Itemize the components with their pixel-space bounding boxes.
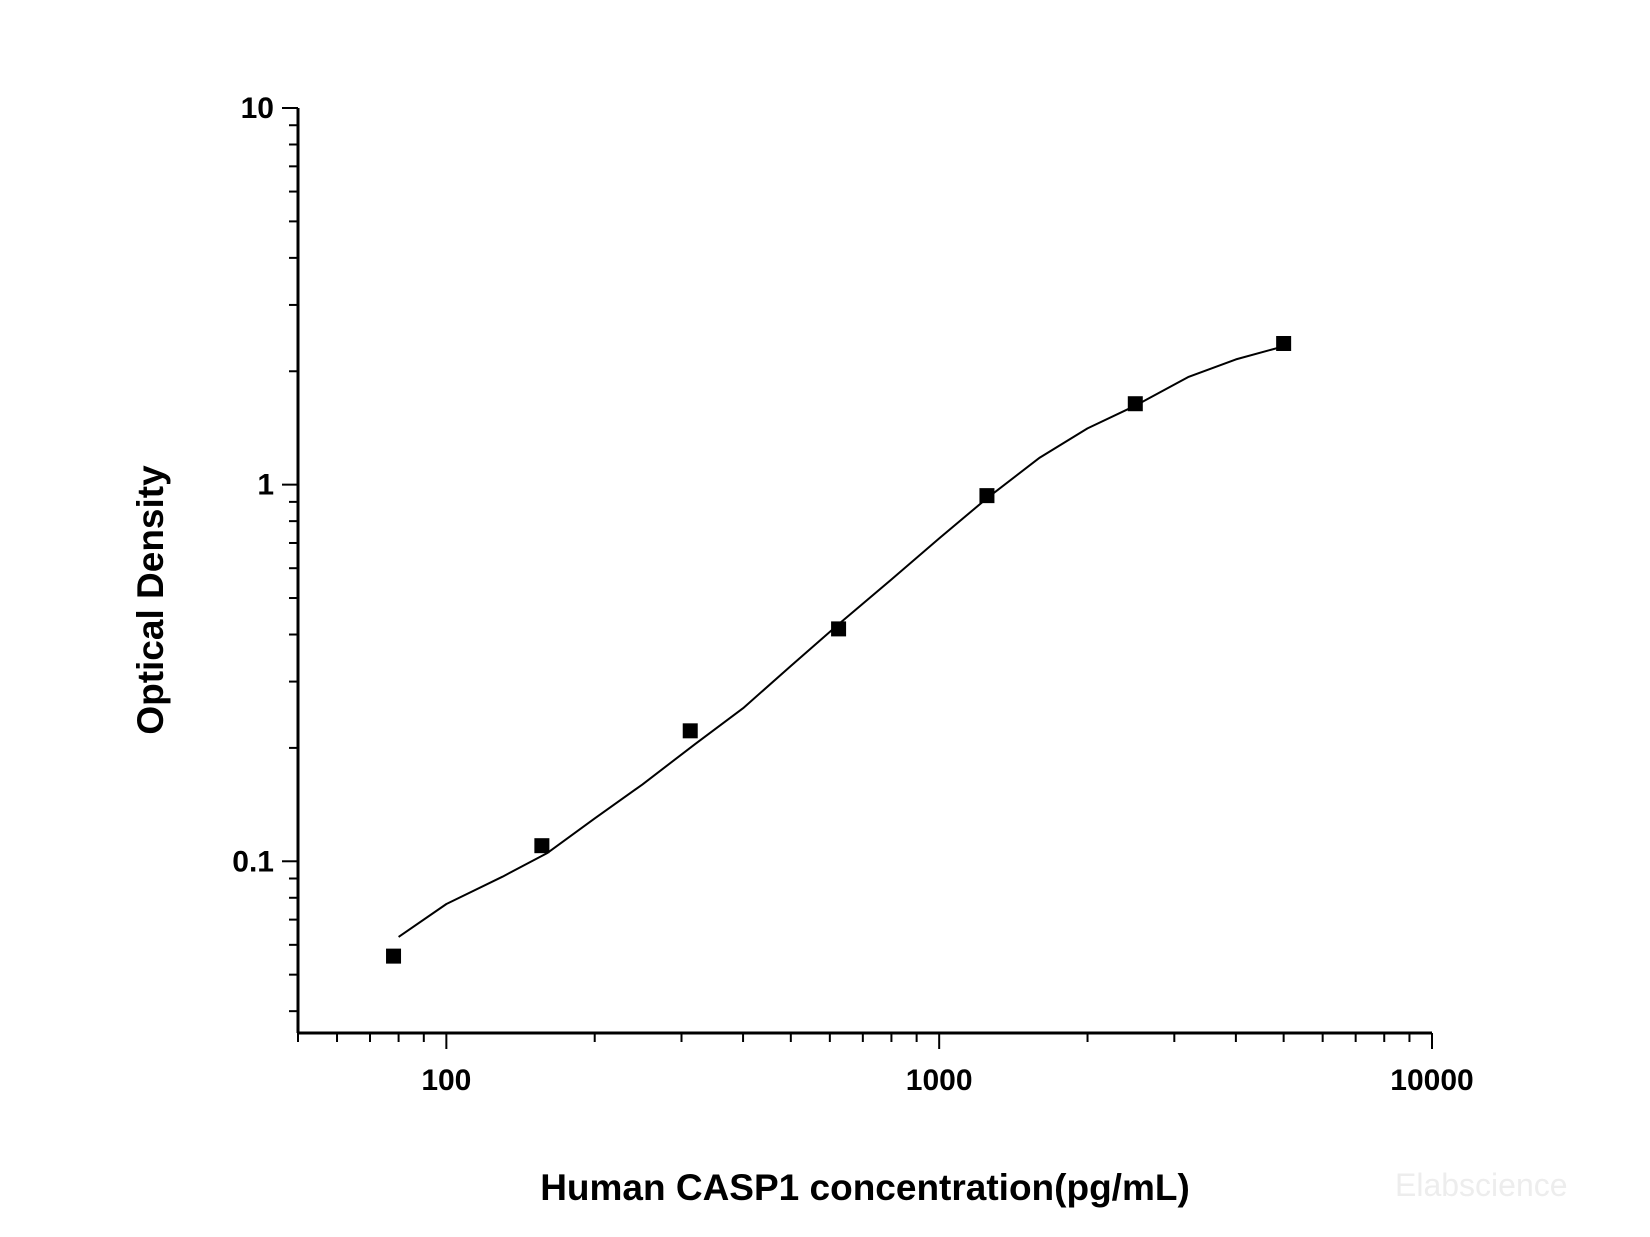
- data-point: [831, 621, 847, 637]
- data-point: [682, 723, 698, 739]
- x-tick-label: 1000: [906, 1064, 973, 1097]
- data-point: [1127, 396, 1143, 412]
- x-tick-label: 100: [421, 1064, 471, 1097]
- y-tick-label: 0.1: [232, 845, 274, 878]
- x-axis-title: Human CASP1 concentration(pg/mL): [540, 1167, 1190, 1208]
- data-point: [534, 838, 550, 854]
- fit-curve: [398, 345, 1284, 938]
- tick-labels: 100 1000 10000 0.1 1 10: [232, 92, 1473, 1097]
- data-point: [979, 488, 995, 504]
- elabscience-watermark: Elabscience: [1395, 1167, 1568, 1203]
- data-point: [386, 948, 402, 964]
- y-tick-label: 1: [257, 469, 274, 502]
- tick-marks: [282, 107, 1433, 1049]
- x-tick-label: 10000: [1390, 1064, 1473, 1097]
- data-point: [1276, 335, 1292, 351]
- fit-curve-layer: [398, 345, 1284, 938]
- y-tick-label: 10: [241, 92, 274, 125]
- data-points-layer: [386, 335, 1292, 964]
- y-axis-title: Optical Density: [130, 465, 171, 735]
